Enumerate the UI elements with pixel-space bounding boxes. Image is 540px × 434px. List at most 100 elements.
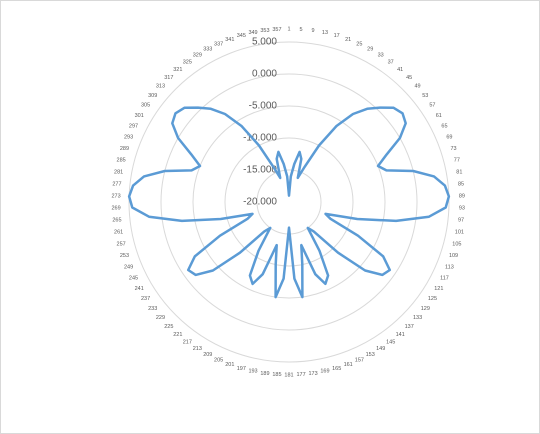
angle-label: 301 (135, 113, 144, 119)
angle-label: 93 (459, 205, 465, 211)
angle-label: 29 (367, 47, 373, 53)
angle-label: 153 (366, 352, 375, 358)
angle-label: 253 (120, 253, 129, 259)
angle-label: 61 (436, 113, 442, 119)
angle-label: 329 (193, 53, 202, 59)
angle-label: 109 (449, 253, 458, 259)
angle-label: 73 (450, 146, 456, 152)
grid-ring (160, 73, 418, 331)
angle-label: 213 (193, 346, 202, 352)
angle-label: 33 (378, 53, 384, 59)
angle-label: 225 (164, 324, 173, 330)
angle-label: 173 (308, 371, 317, 377)
angle-label: 193 (248, 369, 257, 375)
angle-label: 333 (203, 47, 212, 53)
angle-label: 205 (214, 357, 223, 363)
angle-label: 201 (225, 362, 234, 368)
angle-label: 21 (345, 37, 351, 43)
angle-label: 1 (287, 26, 290, 32)
angle-label: 281 (114, 169, 123, 175)
angle-label: 85 (458, 181, 464, 187)
angle-label: 141 (396, 332, 405, 338)
angle-label: 37 (388, 59, 394, 65)
angle-label: 181 (284, 372, 293, 378)
angle-label: 229 (156, 315, 165, 321)
angle-label: 353 (260, 28, 269, 34)
angle-label: 325 (183, 59, 192, 65)
angle-label: 117 (440, 275, 449, 281)
angle-label: 261 (114, 229, 123, 235)
angle-label: 321 (173, 67, 182, 73)
radial-tick-label: -15.000 (243, 165, 277, 176)
angle-label: 25 (356, 41, 362, 47)
angle-label: 189 (260, 371, 269, 377)
angle-label: 77 (454, 158, 460, 164)
angle-label: 149 (376, 346, 385, 352)
angle-label: 129 (421, 306, 430, 312)
angle-label: 133 (413, 315, 422, 321)
radial-tick-label: 0.000 (252, 69, 277, 80)
angle-label: 249 (124, 264, 133, 270)
radial-tick-label: -5.000 (249, 101, 278, 112)
angle-label: 357 (272, 27, 281, 33)
angle-label: 41 (397, 67, 403, 73)
angle-label: 121 (434, 286, 443, 292)
angle-label: 293 (124, 135, 133, 141)
angle-label: 97 (458, 218, 464, 224)
angle-label: 57 (429, 103, 435, 109)
angle-label: 217 (183, 339, 192, 345)
angle-label: 89 (459, 193, 465, 199)
angle-label: 101 (455, 229, 464, 235)
angle-label: 337 (214, 41, 223, 47)
angle-label: 105 (452, 241, 461, 247)
angle-label: 65 (441, 124, 447, 130)
angle-label: 69 (446, 135, 452, 141)
angle-label: 349 (248, 30, 257, 36)
angle-label: 17 (334, 33, 340, 39)
grid-ring (128, 41, 450, 363)
angle-label: 277 (112, 181, 121, 187)
series-line (127, 106, 451, 299)
angle-label: 285 (117, 158, 126, 164)
angle-label: 161 (344, 362, 353, 368)
grid-ring (224, 137, 354, 267)
radial-tick-label: -10.000 (243, 133, 277, 144)
angle-label: 113 (445, 264, 454, 270)
angle-label: 313 (156, 84, 165, 90)
angle-label: 165 (332, 366, 341, 372)
angle-label: 309 (148, 93, 157, 99)
radial-tick-label: -20.000 (243, 197, 277, 208)
angle-label: 257 (117, 241, 126, 247)
angle-label: 241 (135, 286, 144, 292)
angle-label: 197 (237, 366, 246, 372)
angle-label: 297 (129, 124, 138, 130)
radial-tick-label: 5.000 (252, 37, 277, 48)
angle-label: 289 (120, 146, 129, 152)
angle-label: 157 (355, 357, 364, 363)
angle-label: 305 (141, 103, 150, 109)
angle-label: 221 (173, 332, 182, 338)
angle-label: 145 (386, 339, 395, 345)
angle-label: 245 (129, 275, 138, 281)
angle-label: 5 (300, 27, 303, 33)
angle-label: 9 (312, 28, 315, 34)
angle-label: 137 (405, 324, 414, 330)
angle-label: 317 (164, 75, 173, 81)
angle-label: 209 (203, 352, 212, 358)
angle-label: 13 (322, 30, 328, 36)
angle-label: 169 (320, 369, 329, 375)
angle-label: 53 (422, 93, 428, 99)
angle-label: 185 (272, 372, 281, 378)
angle-label: 125 (428, 296, 437, 302)
angle-label: 345 (237, 33, 246, 39)
angle-label: 45 (406, 75, 412, 81)
grid-ring (192, 105, 386, 299)
angle-label: 81 (456, 169, 462, 175)
angle-label: 269 (112, 205, 121, 211)
angle-label: 237 (141, 296, 150, 302)
angle-label: 273 (112, 193, 121, 199)
angle-label: 177 (296, 372, 305, 378)
angle-label: 341 (225, 37, 234, 43)
angle-label: 233 (148, 306, 157, 312)
